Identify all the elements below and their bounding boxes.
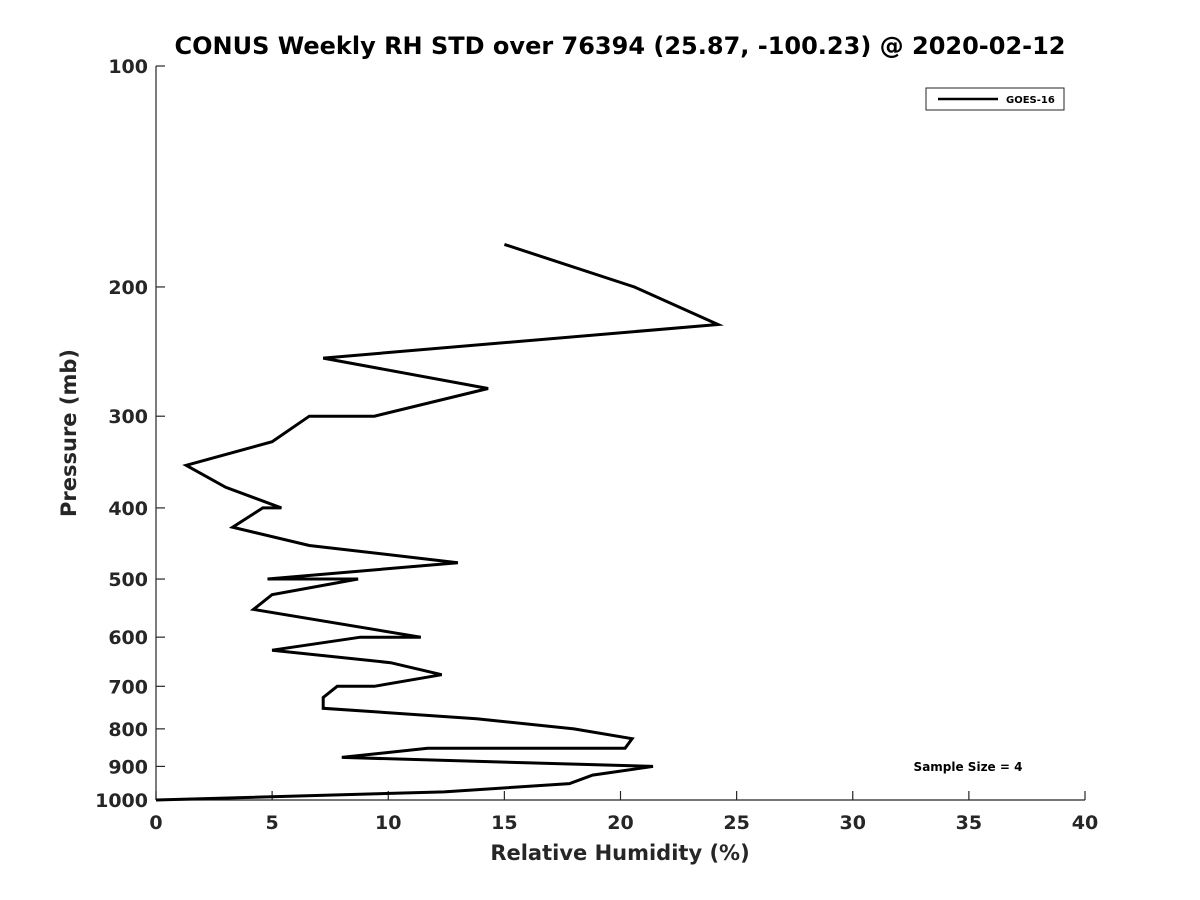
x-ticks: 0 5 10 15 20 25 30 35 40 bbox=[149, 791, 1098, 834]
x-tick-label: 25 bbox=[723, 812, 749, 834]
x-tick-label: 20 bbox=[607, 812, 633, 834]
y-tick-label: 800 bbox=[108, 719, 148, 741]
series-layer bbox=[155, 242, 724, 802]
legend: GOES-16 bbox=[925, 87, 1065, 111]
y-tick-label: 1000 bbox=[95, 790, 148, 812]
y-tick-label: 700 bbox=[108, 676, 148, 698]
legend-label-goes-16: GOES-16 bbox=[1006, 95, 1055, 106]
y-tick-label: 100 bbox=[108, 56, 148, 78]
sample-size-annotation: Sample Size = 4 bbox=[914, 760, 1023, 774]
x-tick-label: 0 bbox=[149, 812, 162, 834]
x-tick-label: 10 bbox=[375, 812, 401, 834]
y-tick-label: 600 bbox=[108, 627, 148, 649]
x-tick-label: 40 bbox=[1072, 812, 1098, 834]
chart-title: CONUS Weekly RH STD over 76394 (25.87, -… bbox=[174, 32, 1065, 60]
y-tick-label: 500 bbox=[108, 569, 148, 591]
y-tick-label: 900 bbox=[108, 756, 148, 778]
x-tick-label: 15 bbox=[491, 812, 517, 834]
x-axis-label: Relative Humidity (%) bbox=[490, 841, 749, 865]
y-ticks: 100 200 300 400 500 600 700 800 900 1000 bbox=[95, 56, 165, 812]
x-tick-label: 5 bbox=[266, 812, 279, 834]
x-tick-label: 35 bbox=[956, 812, 982, 834]
x-tick-label: 30 bbox=[840, 812, 866, 834]
y-tick-label: 200 bbox=[108, 277, 148, 299]
y-tick-label: 400 bbox=[108, 498, 148, 520]
series-line-goes-16 bbox=[155, 242, 724, 802]
y-axis-label: Pressure (mb) bbox=[57, 349, 81, 517]
y-tick-label: 300 bbox=[108, 406, 148, 428]
